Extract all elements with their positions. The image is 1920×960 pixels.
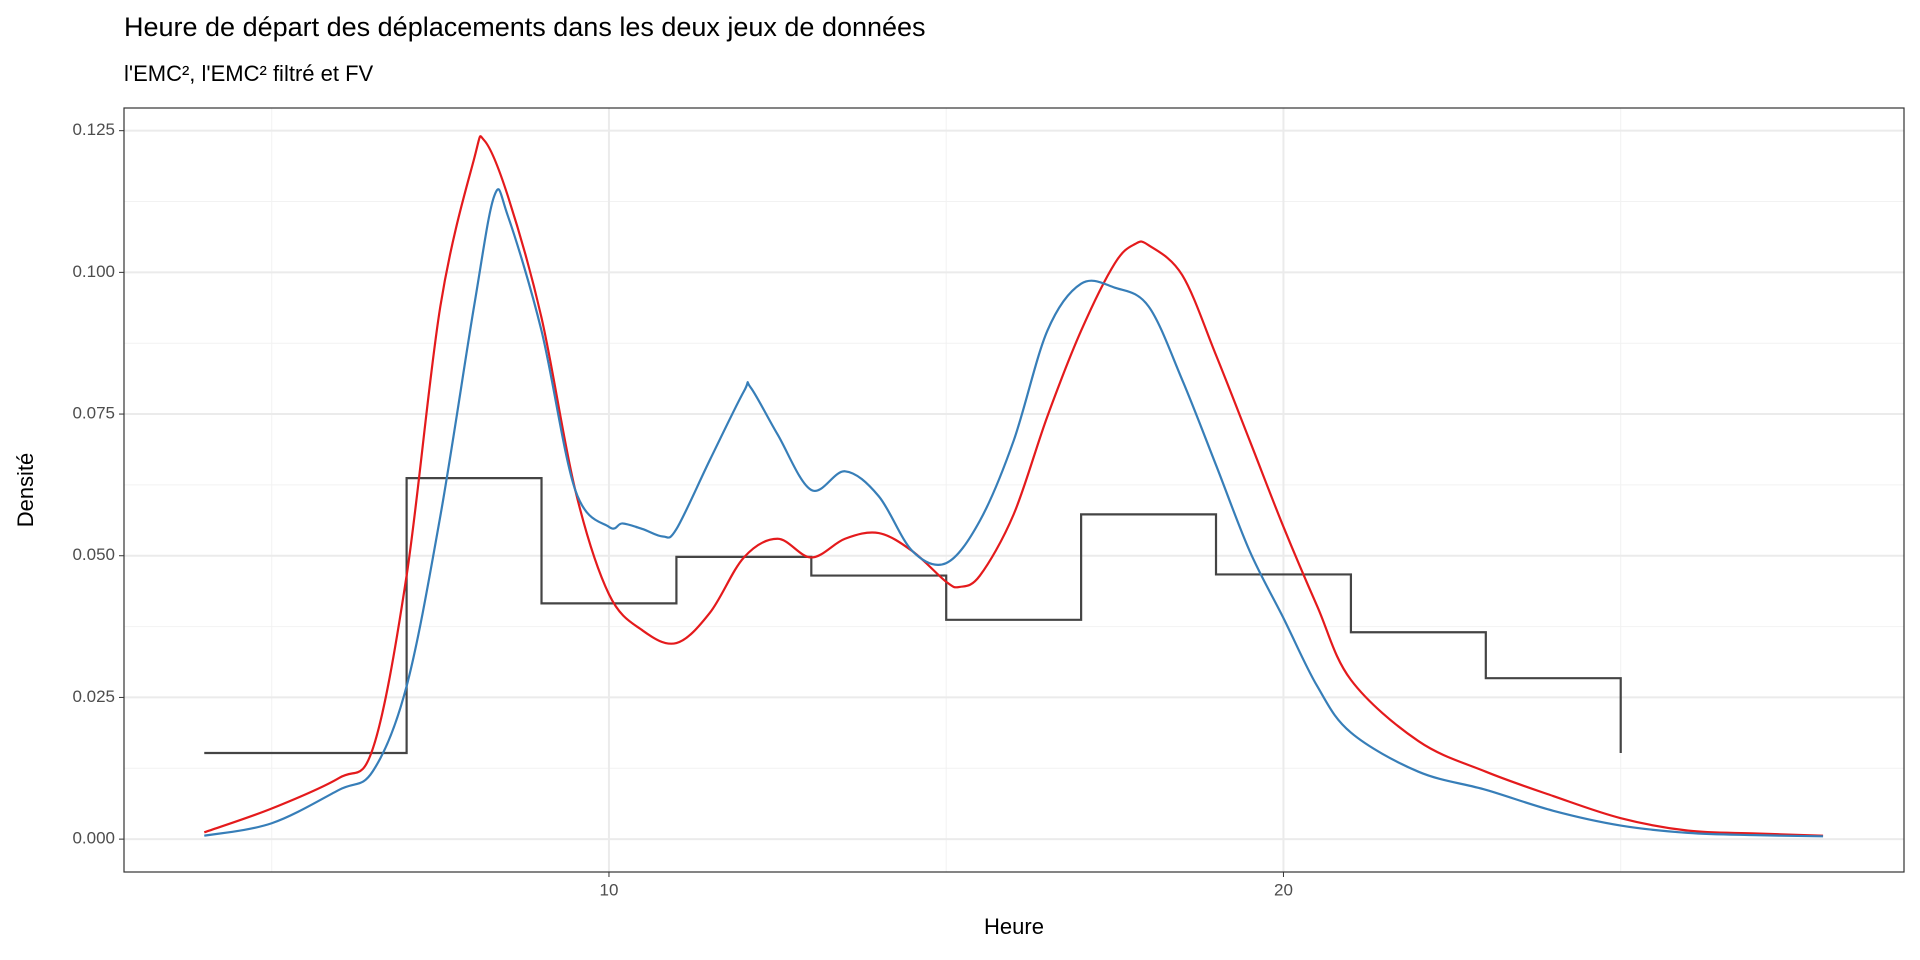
y-tick-label: 0.000 (72, 829, 115, 848)
y-tick-label: 0.025 (72, 687, 115, 706)
y-tick-label: 0.050 (72, 545, 115, 564)
y-axis-label: Densité (13, 453, 38, 528)
chart-title: Heure de départ des déplacements dans le… (124, 12, 926, 42)
x-tick-label: 20 (1274, 880, 1293, 899)
step-line (204, 476, 1622, 755)
y-tick-label: 0.125 (72, 120, 115, 139)
density-line (204, 188, 1824, 838)
plot-border (123, 107, 1905, 873)
chart-subtitle: l'EMC², l'EMC² filtré et FV (124, 61, 374, 86)
density-line (203, 135, 1824, 837)
x-tick-label: 10 (600, 880, 619, 899)
x-axis-label: Heure (984, 914, 1044, 939)
y-tick-label: 0.075 (72, 404, 115, 423)
y-tick-label: 0.100 (72, 262, 115, 281)
